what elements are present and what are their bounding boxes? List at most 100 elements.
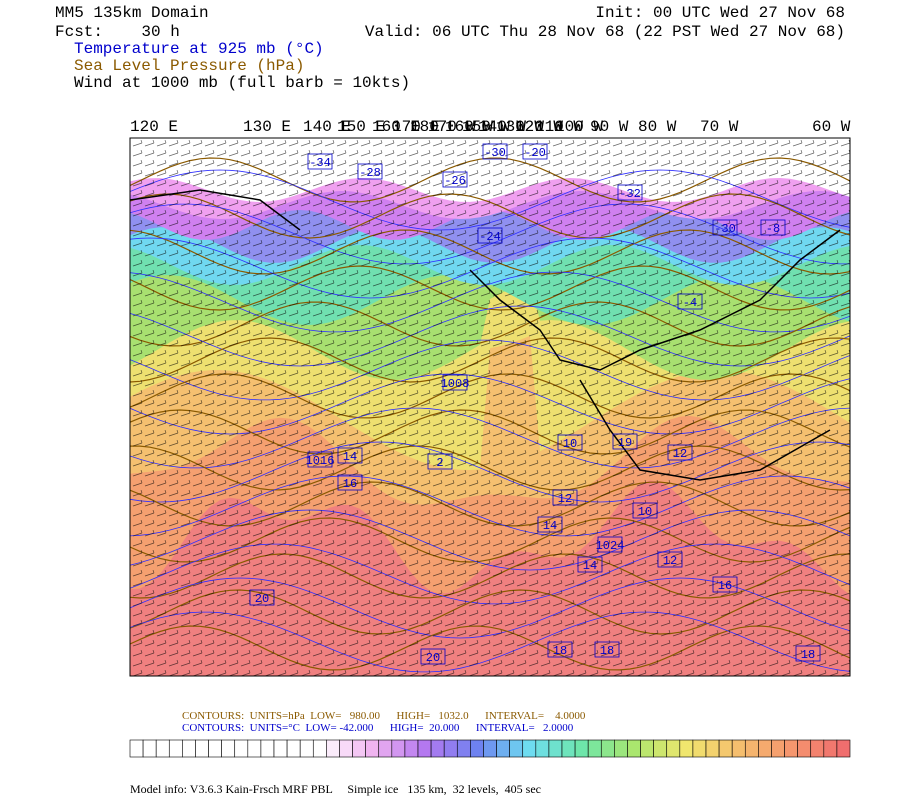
contour-label: -26 [444,174,466,188]
contour-label: 1008 [441,377,470,391]
temperature-contour-info: CONTOURS: UNITS=°C LOW= -42.000 HIGH= 20… [182,722,574,734]
color-bar-cell [443,739,458,758]
contour-label: 16 [718,579,732,593]
longitude-label: 140 W [478,118,526,136]
color-bar-cell [221,739,236,758]
color-bar-cell [208,739,222,758]
contour-label: -30 [484,146,506,160]
contour-label-box [477,227,503,244]
contour-label-box [427,453,453,470]
longitude-label: 110 W [535,118,583,136]
contour-label-box [522,143,548,160]
map-frame [129,137,851,677]
init-time: Init: 00 UTC Wed 27 Nov 68 [595,4,845,22]
contour-label-box [552,489,578,506]
contour-label: -32 [619,187,641,201]
color-bar-cell [666,739,681,758]
longitude-label: 60 W [812,118,851,136]
contour-label: 19 [618,436,632,450]
longitude-label: 130 E [243,118,291,136]
contour-label-box [249,589,275,606]
color-bar-cell [679,739,694,758]
contour-label-box [420,648,446,665]
color-bar-cell [417,739,432,758]
contour-label: -24 [479,230,501,244]
contour-label-box [442,171,468,188]
longitude-label: 120 E [130,118,178,136]
contour-label: -20 [524,146,546,160]
color-bar-cell [365,739,380,758]
contour-label-box [547,641,573,658]
color-bar-cell [260,739,275,758]
pressure-contour-info: CONTOURS: UNITS=hPa LOW= 980.00 HIGH= 10… [182,710,586,722]
longitude-label: 80 W [638,118,677,136]
longitude-label: 170 E [392,118,440,136]
longitude-label: 70 W [700,118,739,136]
contour-label-box [795,645,821,662]
color-bar-cell [182,739,196,758]
color-bar-cell [247,739,262,758]
longitude-label: 150 E [337,118,385,136]
color-bar-cell [404,739,419,758]
color-bar-cell [312,739,327,758]
color-bar-cell [810,739,825,758]
color-bar-cell [653,739,668,758]
color-bar-cell [705,739,720,758]
color-bar-cell [352,739,366,758]
color-bar-cell [142,739,157,758]
contour-label-box [557,434,583,451]
color-bar-cell [470,739,484,758]
color-bar-cell [129,739,144,758]
contour-label: -4 [683,296,697,310]
color-bar-cell [744,739,759,758]
contour-label-box [617,184,643,201]
map-area: -34-28-30 -20-26-32-24-30 -8-4100821416101… [130,138,850,676]
contour-label: 1016 [306,454,335,468]
color-bar-cell [234,739,249,758]
contour-label: 12 [663,554,677,568]
contour-label-box [760,219,786,236]
contour-label-box [677,293,703,310]
color-bar-cell [535,739,550,758]
color-bar-cell [326,739,340,758]
contour-label-box [632,502,658,519]
contour-label: -8 [766,222,780,236]
color-bar-cell [155,739,170,758]
wind-barbs [130,138,850,676]
contour-label: 18 [600,644,614,658]
valid-time: Valid: 06 UTC Thu 28 Nov 68 (22 PST Wed … [365,23,845,41]
color-bar-cell [614,739,628,758]
longitude-label: 160 W [445,118,493,136]
contour-label: 10 [638,505,652,519]
contour-label-box [307,153,333,170]
contour-label-box [612,433,638,450]
color-bar-cell [731,739,746,758]
color-bar-cell [836,739,851,758]
color-bar-cell [587,739,602,758]
contour-label-box [667,444,693,461]
contour-label: 10 [563,437,577,451]
contour-label-box [307,451,333,468]
color-bar-cell [286,739,301,758]
forecast-hour: Fcst: 30 h [55,23,180,41]
contour-label: 12 [558,492,572,506]
color-bar-cell [784,739,798,758]
longitude-label: 170 W [428,118,476,136]
color-bar-cell [509,739,524,758]
longitude-label: 180 [410,118,439,136]
contour-label-box [657,551,683,568]
color-bar-cell [522,739,537,758]
contour-label-box [712,576,738,593]
color-bar-cell [456,739,471,758]
color-bar-cell [483,739,497,758]
contour-label-box [482,143,508,160]
contour-label: -30 [714,222,736,236]
color-bar-cell [273,739,288,758]
contour-label: 20 [426,651,440,665]
contour-label: 14 [343,450,357,464]
contour-label-box [537,516,563,533]
contour-label: -34 [309,156,331,170]
contour-label-box [337,474,363,491]
contour-label: 18 [553,644,567,658]
